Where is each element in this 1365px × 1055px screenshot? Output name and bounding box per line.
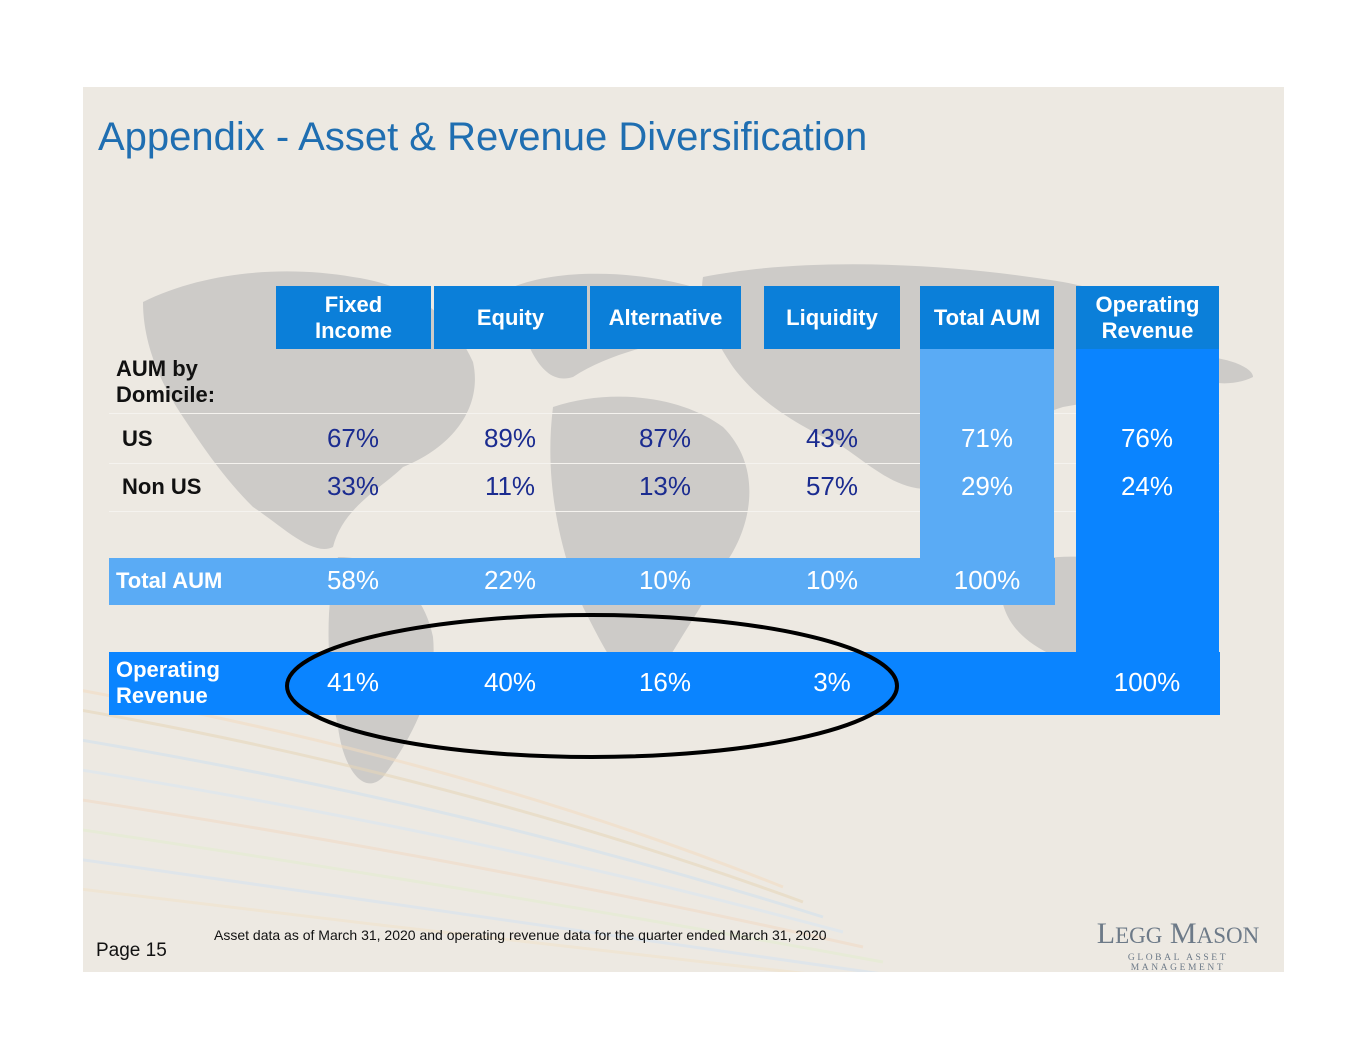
header-alternative-label: Alternative <box>608 304 723 330</box>
legg-mason-logo: LEGG MASON GLOBAL ASSET MANAGEMENT <box>1083 917 1273 972</box>
header-operating-revenue: Operating Revenue <box>1076 286 1219 349</box>
row-label-us: US <box>122 426 153 451</box>
us-equity-value: 89% <box>483 423 537 453</box>
highlight-ellipse <box>285 613 899 759</box>
total-aum-liquidity-value: 10% <box>805 565 859 595</box>
us-total-aum-value: 71% <box>960 423 1014 453</box>
header-operating-revenue-line1: Operating <box>1095 291 1200 317</box>
footnote: Asset data as of March 31, 2020 and oper… <box>214 927 827 943</box>
operating-revenue-liquidity-value: 3% <box>813 667 851 697</box>
us-operating-revenue-value: 76% <box>1120 423 1174 453</box>
slide: Appendix - Asset & Revenue Diversificati… <box>83 87 1284 972</box>
gridline <box>109 511 1220 512</box>
operating-revenue-alternative-value: 16% <box>638 667 692 697</box>
header-total-aum-label: Total AUM <box>933 304 1041 330</box>
total-aum-fixed-income-value: 58% <box>326 565 380 595</box>
header-operating-revenue-line2: Revenue <box>1101 317 1194 343</box>
section-label-aum-by-domicile: AUM by Domicile: <box>116 356 215 408</box>
non-us-liquidity-value: 57% <box>805 471 859 501</box>
non-us-total-aum-value: 29% <box>960 471 1014 501</box>
logo-wordmark: LEGG MASON <box>1096 917 1260 950</box>
logo-tagline: GLOBAL ASSET MANAGEMENT <box>1127 953 1229 972</box>
header-equity-label: Equity <box>476 304 545 330</box>
operating-revenue-row-fill <box>109 652 1220 715</box>
total-aum-alternative-value: 10% <box>638 565 692 595</box>
header-equity: Equity <box>434 286 587 349</box>
page-number: Page 15 <box>96 940 167 961</box>
operating-revenue-column-fill <box>1076 349 1219 652</box>
operating-revenue-fixed-income-value: 41% <box>326 667 380 697</box>
section-label-line1: AUM by <box>116 356 198 381</box>
total-aum-equity-value: 22% <box>483 565 537 595</box>
non-us-equity-value: 11% <box>484 471 536 501</box>
row-label-operating-revenue: Operating Revenue <box>116 657 220 709</box>
us-fixed-income-value: 67% <box>326 423 380 453</box>
row-label-total-aum: Total AUM <box>116 568 223 593</box>
header-liquidity: Liquidity <box>764 286 900 349</box>
section-label-line2: Domicile: <box>116 382 216 407</box>
total-aum-column-fill <box>920 349 1054 559</box>
header-fixed-income: Fixed Income <box>276 286 431 349</box>
row-label-non-us: Non US <box>122 474 202 499</box>
total-aum-row-fill <box>109 558 1055 605</box>
gridline <box>109 463 1220 464</box>
us-alternative-value: 87% <box>638 423 692 453</box>
non-us-fixed-income-value: 33% <box>326 471 380 501</box>
row-label-operating-revenue-line1: Operating <box>116 657 220 682</box>
non-us-alternative-value: 13% <box>638 471 692 501</box>
header-alternative: Alternative <box>590 286 741 349</box>
slide-title: Appendix - Asset & Revenue Diversificati… <box>98 115 868 159</box>
header-fixed-income-line1: Fixed <box>324 291 383 317</box>
operating-revenue-equity-value: 40% <box>483 667 537 697</box>
header-liquidity-label: Liquidity <box>786 304 878 330</box>
non-us-operating-revenue-value: 24% <box>1120 471 1174 501</box>
gridline <box>109 413 1220 414</box>
header-total-aum: Total AUM <box>920 286 1054 349</box>
operating-revenue-total-value: 100% <box>1113 667 1181 697</box>
us-liquidity-value: 43% <box>805 423 859 453</box>
header-fixed-income-line2: Income <box>314 317 393 343</box>
total-aum-total-value: 100% <box>953 565 1021 595</box>
row-label-operating-revenue-line2: Revenue <box>116 683 208 708</box>
